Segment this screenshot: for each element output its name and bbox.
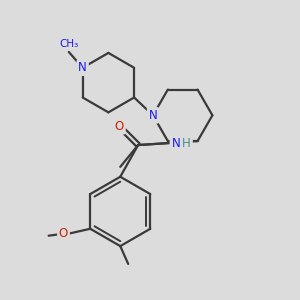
Text: N: N	[171, 136, 180, 150]
Text: O: O	[59, 227, 68, 240]
Text: N: N	[148, 109, 157, 122]
Text: H: H	[182, 136, 191, 150]
Text: N: N	[78, 61, 87, 74]
Text: CH₃: CH₃	[59, 39, 78, 49]
Text: O: O	[115, 120, 124, 133]
